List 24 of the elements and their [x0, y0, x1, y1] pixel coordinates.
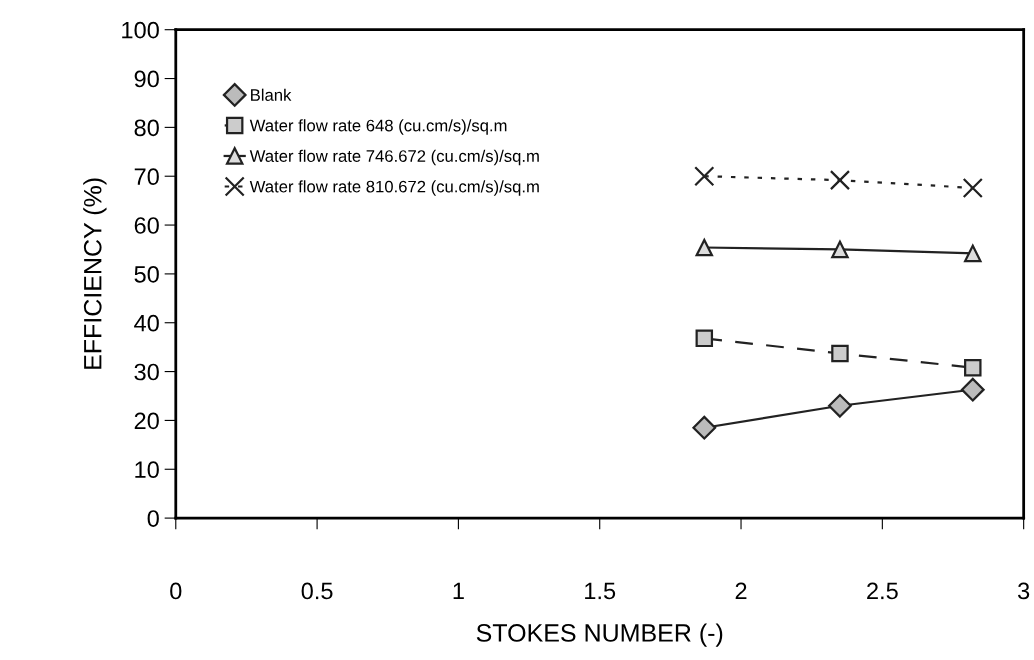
y-tick-label: 50: [134, 265, 159, 283]
x-tick-label: 1.5: [585, 582, 616, 600]
x-tick-label: 0.5: [301, 582, 333, 600]
y-tick-label: 20: [134, 412, 159, 430]
y-tick-label: 60: [134, 217, 159, 234]
y-tick-label: 0: [147, 510, 159, 527]
legend-label: Water flow rate 746.672 (cu.cm/s)/sq.m: [249, 149, 539, 166]
x-tick-label: 3: [1018, 582, 1030, 600]
y-tick-label: 40: [134, 314, 159, 332]
legend-label: Water flow rate 648 (cu.cm/s)/sq.m: [249, 119, 507, 135]
y-axis-title: EFFICIENCY (%): [83, 178, 107, 369]
y-tick-label: 100: [122, 21, 159, 39]
y-tick-label: 90: [134, 70, 159, 88]
y-tick-label: 80: [134, 119, 159, 137]
x-tick-label: 0: [170, 582, 182, 600]
x-axis-title: STOKES NUMBER (-): [476, 623, 723, 647]
y-tick-label: 10: [135, 461, 159, 479]
y-tick-label: 70: [134, 168, 159, 186]
x-tick-label: 1: [453, 582, 464, 600]
y-tick-label: 30: [134, 363, 159, 381]
x-tick-label: 2.5: [867, 582, 898, 600]
legend-label: Blank: [251, 88, 292, 101]
legend-label: Water flow rate 810.672 (cu.cm/s)/sq.m: [249, 180, 539, 196]
x-tick-label: 2: [735, 582, 747, 600]
